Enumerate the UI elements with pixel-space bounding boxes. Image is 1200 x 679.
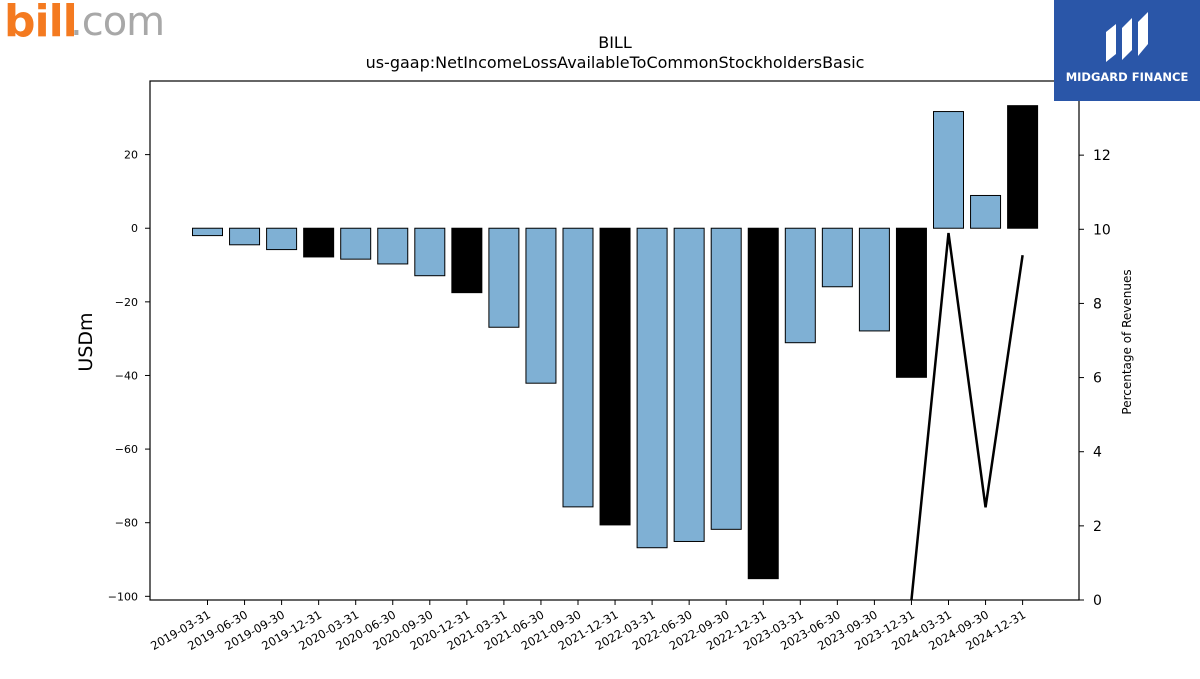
midgard-logo-text: MIDGARD FINANCE [1065, 70, 1189, 84]
y2-tick-label: 4 [1093, 445, 1102, 461]
bar-2022-12-31 [747, 227, 779, 580]
y-tick-label: −60 [115, 443, 138, 456]
bar-2020-12-31 [451, 227, 483, 294]
y2-axis-label: Percentage of Revenues [1120, 269, 1134, 414]
bar-2019-03-31 [192, 227, 223, 237]
bar-2021-09-30 [562, 227, 594, 508]
bar-2023-06-30 [821, 227, 853, 288]
y-tick-label: 0 [131, 222, 138, 235]
y-axis-label: USDm [75, 312, 97, 371]
y-tick-label: −20 [115, 296, 138, 309]
bar-2023-03-31 [784, 227, 816, 344]
bar-2023-12-31 [895, 227, 927, 378]
bar-2020-03-31 [340, 227, 372, 260]
bar-2021-12-31 [599, 227, 631, 526]
bar-2022-03-31 [636, 227, 668, 549]
y2-tick-label: 12 [1093, 148, 1111, 164]
bar-2024-12-31 [1007, 105, 1039, 229]
bar-2019-12-31 [303, 227, 335, 258]
line-layer [910, 232, 1024, 601]
bar-2020-09-30 [414, 227, 446, 277]
bar-2020-06-30 [377, 227, 409, 265]
bar-2022-09-30 [710, 227, 742, 530]
midgard-finance-logo: MIDGARD FINANCE [1054, 0, 1200, 101]
bar-2021-06-30 [525, 227, 557, 384]
y2-tick-label: 8 [1093, 296, 1102, 312]
bill-logo-text: bill [4, 0, 78, 47]
bar-2022-06-30 [673, 227, 705, 542]
y2-tick-label: 0 [1093, 593, 1102, 609]
y2-tick-label: 2 [1093, 519, 1102, 535]
chart-title: BILL [598, 33, 632, 52]
bar-2024-03-31 [933, 111, 964, 229]
y-tick-label: −80 [115, 517, 138, 530]
bars-layer [192, 105, 1039, 580]
bar-2021-03-31 [488, 227, 520, 328]
chart-subtitle: us-gaap:NetIncomeLossAvailableToCommonSt… [366, 53, 865, 72]
y-tick-label: −40 [115, 369, 138, 382]
y-tick-label: −100 [108, 590, 138, 603]
bar-2023-09-30 [858, 227, 890, 332]
line-percentage-of-revenues [910, 232, 1024, 601]
bill-logo-domain: .com [70, 0, 165, 45]
y2-tick-label: 6 [1093, 371, 1102, 387]
bar-2024-09-30 [970, 194, 1002, 229]
axes-layer [145, 80, 1084, 605]
bar-2019-09-30 [266, 227, 298, 251]
bar-2019-06-30 [229, 227, 261, 246]
plot-frame [149, 80, 1080, 601]
y2-tick-label: 10 [1093, 222, 1111, 238]
midgard-emblem-icon [1106, 12, 1148, 62]
y-tick-label: 20 [124, 149, 138, 162]
